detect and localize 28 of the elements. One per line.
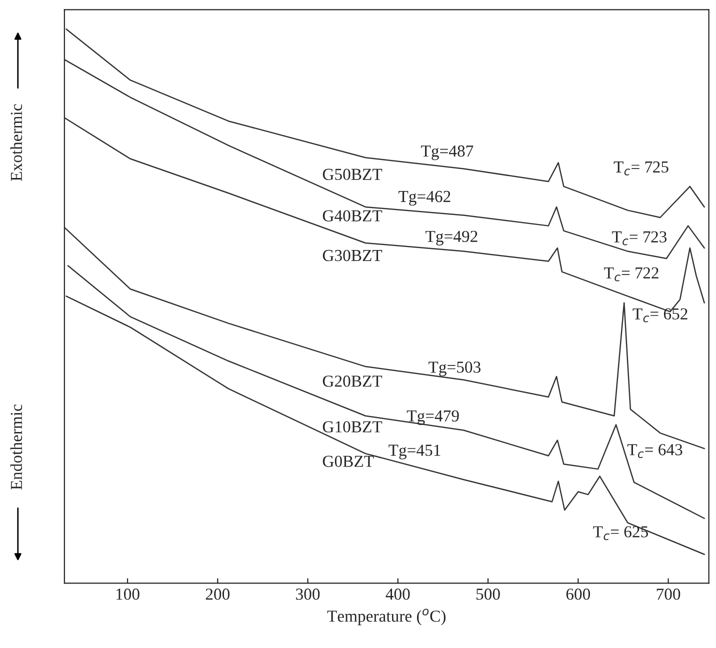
series-label: G0BZT — [322, 456, 374, 467]
annotation: Tg=487 — [421, 145, 474, 160]
annotation: T$_{c}$= 652 — [632, 308, 688, 322]
series-label: G10BZT — [322, 421, 382, 432]
text: Exothermic — [10, 104, 22, 181]
x-tick-label: 500 — [476, 588, 500, 600]
text: Endothermic — [10, 404, 22, 490]
annotation: Tg=462 — [398, 190, 450, 206]
annotation: Tg=479 — [406, 410, 459, 425]
annotation: T$_{c}$= 725 — [614, 161, 668, 176]
x-tick-label: 200 — [206, 588, 230, 600]
annotation: T$_{c}$= 722 — [604, 267, 658, 282]
x-tick-label: 700 — [656, 588, 680, 600]
x-tick-label: 400 — [386, 588, 410, 600]
annotation: Tg=503 — [428, 362, 480, 376]
series-label: G40BZT — [322, 210, 382, 222]
series-label: G20BZT — [322, 376, 382, 387]
annotation: Tg=451 — [388, 444, 440, 460]
x-axis-title: Temperature ($^{o}$C) — [327, 608, 446, 626]
series-label: G30BZT — [322, 250, 382, 262]
annotation: T$_{c}$= 625 — [593, 526, 648, 540]
x-tick-label: 300 — [296, 588, 320, 600]
series-label: G50BZT — [322, 168, 382, 180]
annotation: T$_{c}$= 643 — [627, 444, 682, 458]
x-tick-label: 600 — [566, 588, 590, 600]
annotation: T$_{c}$= 723 — [612, 231, 667, 246]
x-tick-label: 100 — [116, 588, 140, 600]
annotation: Tg=492 — [426, 230, 478, 246]
